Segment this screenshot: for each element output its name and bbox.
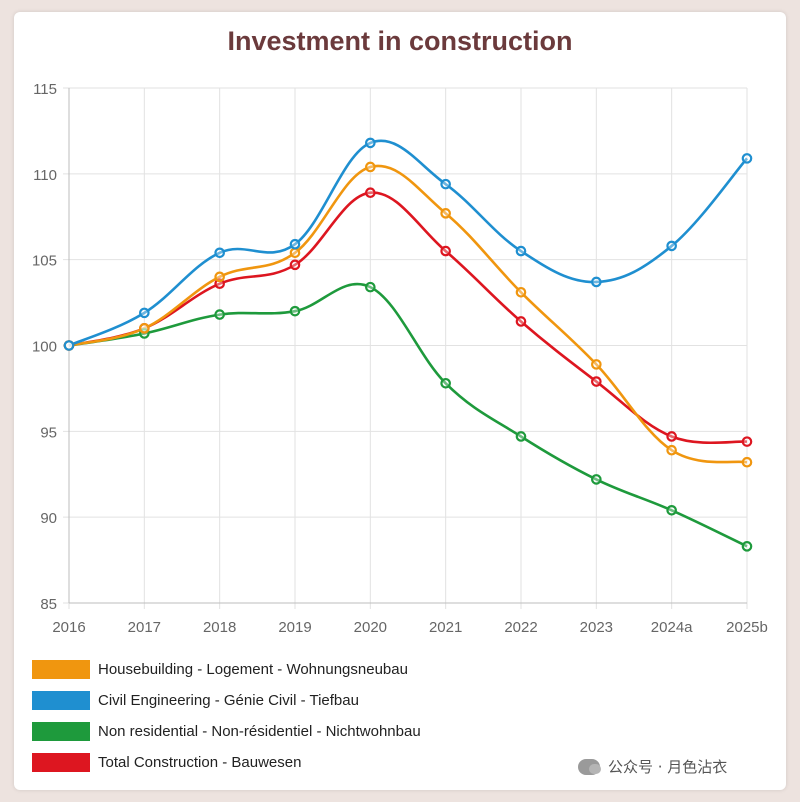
chart-card: [14, 12, 786, 790]
legend-item-1[interactable]: Civil Engineering - Génie Civil - Tiefba…: [32, 685, 421, 716]
data-point: [289, 247, 301, 259]
data-point: [63, 340, 75, 351]
data-point: [591, 474, 602, 485]
watermark: 公众号 · 月色沾衣: [578, 756, 727, 777]
y-tick-label: 115: [33, 81, 57, 98]
y-tick-label: 105: [32, 253, 57, 270]
data-point: [365, 187, 376, 199]
data-point: [741, 436, 753, 447]
data-point: [139, 323, 150, 334]
legend-label: Non residential - Non-résidentiel - Nich…: [98, 723, 421, 740]
legend-label: Housebuilding - Logement - Wohnungsneuba…: [98, 661, 408, 678]
y-tick-label: 100: [32, 339, 57, 356]
data-point: [289, 305, 301, 317]
legend-item-2[interactable]: Non residential - Non-résidentiel - Nich…: [32, 716, 421, 747]
data-point: [666, 431, 677, 442]
data-point: [214, 247, 225, 259]
watermark-text: 公众号 · 月色沾衣: [608, 758, 728, 776]
data-point: [139, 307, 150, 319]
y-tick-label: 110: [33, 167, 57, 184]
data-point: [591, 376, 602, 387]
data-point: [515, 245, 527, 257]
data-point: [741, 541, 753, 552]
data-point: [666, 504, 677, 516]
x-tick-label: 2017: [128, 619, 161, 636]
data-point: [666, 444, 677, 456]
legend-swatch: [32, 722, 90, 741]
y-tick-label: 90: [40, 510, 57, 527]
data-point: [365, 161, 376, 173]
data-point: [440, 178, 451, 190]
data-point: [214, 309, 225, 320]
legend-swatch: [32, 660, 90, 679]
y-tick-label: 95: [40, 424, 57, 441]
x-tick-label: 2025b: [726, 619, 768, 636]
legend-label: Total Construction - Bauwesen: [98, 754, 302, 771]
x-tick-label: 2018: [203, 619, 236, 636]
chart-legend: Housebuilding - Logement - Wohnungsneuba…: [32, 654, 421, 778]
data-point: [440, 245, 451, 257]
legend-swatch: [32, 691, 90, 710]
x-tick-label: 2024a: [651, 619, 693, 636]
wechat-icon: [578, 758, 601, 775]
data-point: [440, 208, 451, 219]
data-point: [289, 259, 301, 271]
data-point: [515, 316, 527, 327]
x-tick-label: 2022: [504, 619, 537, 636]
data-point: [440, 377, 451, 389]
x-tick-label: 2020: [354, 619, 387, 636]
legend-item-3[interactable]: Total Construction - Bauwesen: [32, 747, 421, 778]
line-chart: 85 90 95 100 105 110 115 2016 2017 2018 2019 2020 20…: [32, 81, 768, 636]
data-point: [591, 276, 602, 288]
data-point: [515, 286, 527, 298]
legend-item-0[interactable]: Housebuilding - Logement - Wohnungsneuba…: [32, 654, 421, 685]
series-line-1: [68, 139, 748, 347]
data-point: [365, 281, 376, 293]
data-point: [289, 238, 301, 250]
x-tick-label: 2023: [580, 619, 613, 636]
legend-swatch: [32, 753, 90, 772]
data-point: [666, 240, 677, 252]
series-line-0: [68, 164, 748, 464]
data-point: [365, 137, 376, 149]
x-tick-label: 2019: [278, 619, 311, 636]
data-point: [741, 153, 753, 164]
x-tick-label: 2021: [429, 619, 462, 636]
series-line-2: [68, 282, 748, 548]
chart-title: Investment in construction: [227, 26, 573, 56]
series-line-3: [68, 191, 748, 445]
data-point: [741, 456, 753, 468]
data-point: [591, 359, 602, 370]
data-point: [515, 431, 527, 442]
data-point: [214, 271, 225, 283]
y-tick-label: 85: [40, 596, 57, 613]
x-tick-label: 2016: [52, 619, 85, 636]
legend-label: Civil Engineering - Génie Civil - Tiefba…: [98, 692, 359, 709]
